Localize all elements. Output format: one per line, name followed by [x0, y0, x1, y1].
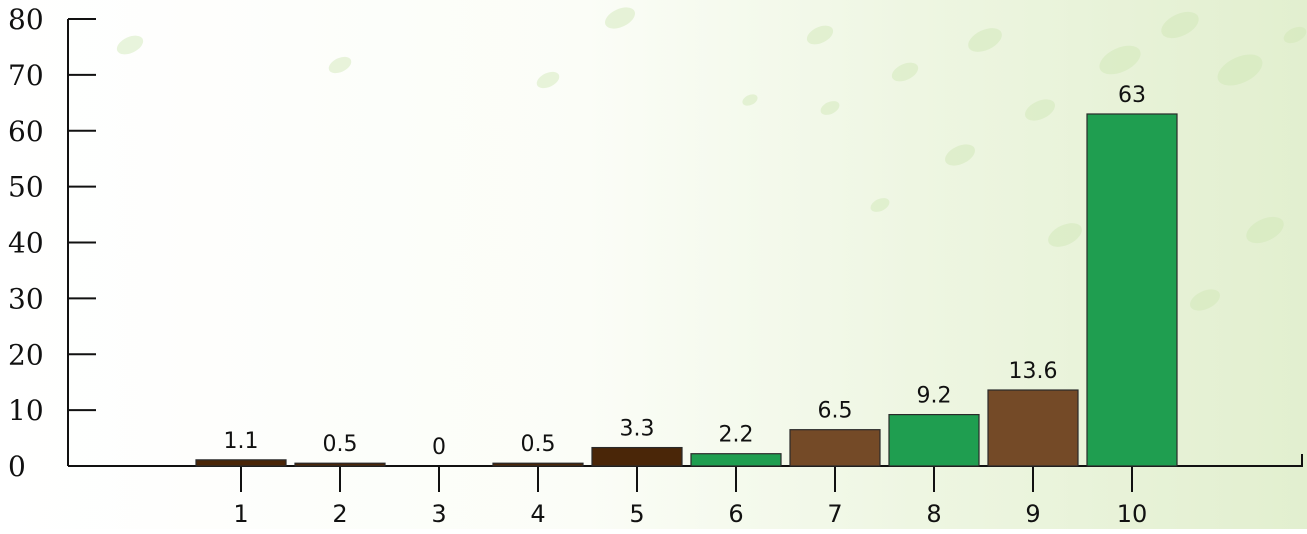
background-leaf-spot	[1099, 45, 1141, 75]
data-label: 63	[1118, 83, 1146, 108]
x-tick-label: 6	[728, 500, 743, 528]
bar-6	[690, 453, 782, 467]
bar-2	[294, 462, 386, 467]
background-leaf-spot	[1161, 11, 1199, 39]
x-tick-label: 9	[1025, 500, 1040, 528]
background-leaf-spot	[536, 71, 560, 89]
data-label: 3.3	[620, 417, 655, 442]
y-tick-label: 20	[8, 338, 44, 371]
background-leaf-spot	[891, 62, 919, 82]
y-axis: 0 10 20 30 40 50 60 70 80	[8, 3, 96, 483]
y-tick-label: 0	[8, 450, 26, 483]
background-leaf-spot	[820, 101, 840, 115]
background-leaf-spot	[945, 144, 975, 166]
background-leaf-spot	[1283, 26, 1307, 44]
background-leaf-spot	[1246, 216, 1284, 244]
bar-8	[888, 413, 980, 467]
background-leaf-spot	[605, 7, 635, 29]
data-label: 1.1	[224, 429, 259, 454]
data-label: 0	[432, 435, 446, 460]
background-leaf-spot	[742, 94, 758, 106]
background-leaf-spot	[1190, 289, 1220, 311]
x-tick-label: 4	[530, 500, 545, 528]
background-leaf-spot	[806, 25, 834, 45]
x-tick-label: 2	[332, 500, 347, 528]
y-tick-label: 50	[8, 171, 44, 204]
x-tick-label: 5	[629, 500, 644, 528]
x-tick-label: 1	[233, 500, 248, 528]
bars	[195, 113, 1178, 467]
background-leaf-spot	[116, 35, 144, 55]
x-tick-label: 8	[926, 500, 941, 528]
y-tick-label: 40	[8, 227, 44, 260]
background-leaf-spot	[1025, 99, 1055, 121]
data-label: 0.5	[323, 432, 358, 457]
bar-1	[195, 459, 287, 467]
y-tick-label: 80	[8, 3, 44, 36]
bar-9	[987, 389, 1079, 467]
x-tick-label: 3	[431, 500, 446, 528]
y-tick-label: 70	[8, 59, 44, 92]
bar-4	[492, 462, 584, 467]
data-label: 6.5	[818, 399, 853, 424]
background-leaf-spot	[1217, 54, 1263, 86]
data-label: 2.2	[719, 423, 754, 448]
y-tick-label: 30	[8, 282, 44, 315]
data-labels: 1.1 0.5 0 0.5 3.3 2.2 6.5 9.2 13.6 63	[224, 83, 1147, 460]
background-leaf-spot	[1048, 223, 1082, 247]
y-tick-label: 10	[8, 394, 44, 427]
y-tick-label: 60	[8, 115, 44, 148]
bar-7	[789, 429, 881, 467]
bar-5	[591, 446, 683, 467]
x-tick-label: 10	[1117, 500, 1148, 528]
data-label: 9.2	[917, 384, 952, 409]
x-tick-label: 7	[827, 500, 842, 528]
bar-10	[1086, 113, 1178, 467]
background-leaf-spot	[870, 198, 890, 212]
data-label: 13.6	[1009, 359, 1058, 384]
data-label: 0.5	[521, 432, 556, 457]
background-leaf-spot	[328, 56, 352, 74]
background-leaf-spot	[968, 28, 1002, 52]
